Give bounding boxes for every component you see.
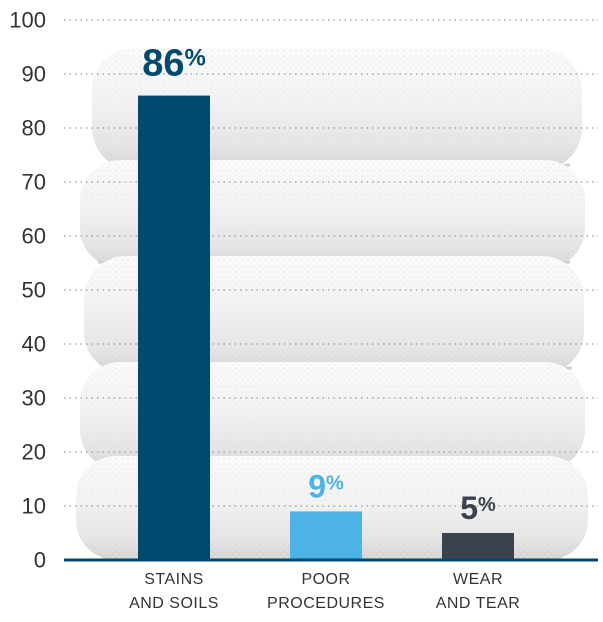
y-tick-label-30: 30 <box>22 386 46 411</box>
data-label-0: 86% <box>142 43 206 85</box>
category-label-0-1: AND SOILS <box>129 595 219 612</box>
category-label-2-0: WEAR <box>453 571 503 588</box>
bars <box>138 95 514 560</box>
category-label-0-0: STAINS <box>144 571 204 588</box>
towel-1 <box>92 48 582 173</box>
category-label-2-1: AND TEAR <box>436 595 521 612</box>
y-tick-label-80: 80 <box>22 116 46 141</box>
y-tick-label-20: 20 <box>22 440 46 465</box>
y-tick-label-10: 10 <box>22 494 46 519</box>
bar-1 <box>290 511 362 560</box>
data-label-1: 9% <box>308 468 344 504</box>
bar-2 <box>442 533 514 560</box>
category-label-1-0: POOR <box>301 571 350 588</box>
data-labels: 86% 9% 5% <box>142 43 496 526</box>
y-tick-label-0: 0 <box>34 548 46 573</box>
category-label-1-1: PROCEDURES <box>267 595 385 612</box>
y-tick-label-70: 70 <box>22 170 46 195</box>
bar-0 <box>138 95 210 560</box>
y-tick-label-40: 40 <box>22 332 46 357</box>
data-label-2: 5% <box>460 490 496 526</box>
y-axis-tick-labels: 0 10 20 30 40 50 60 70 80 90 100 <box>9 8 46 573</box>
y-tick-label-90: 90 <box>22 62 46 87</box>
y-tick-label-60: 60 <box>22 224 46 249</box>
x-axis-category-labels: STAINS AND SOILS POOR PROCEDURES WEAR AND TEA… <box>129 571 520 612</box>
y-tick-label-50: 50 <box>22 278 46 303</box>
y-tick-label-100: 100 <box>9 8 46 33</box>
